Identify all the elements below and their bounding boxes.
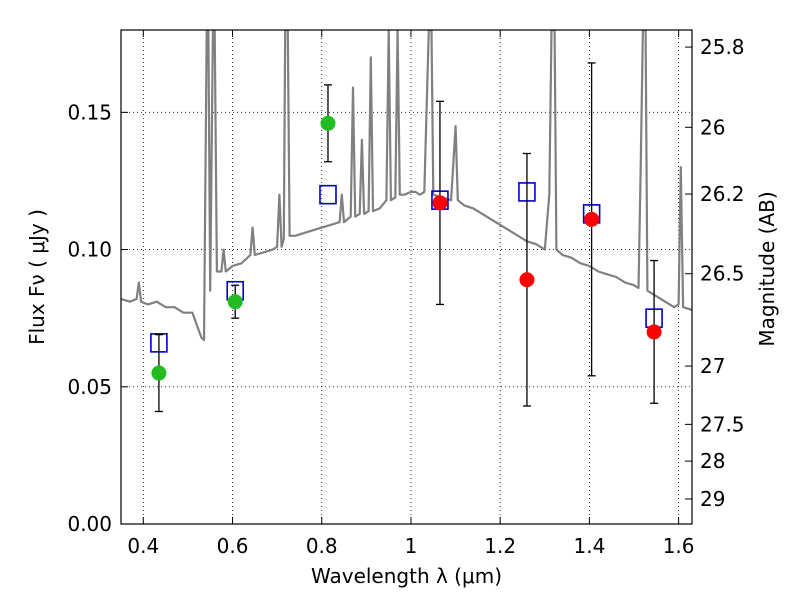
y2-tick-label: 26.2 (700, 182, 745, 206)
model-spectrum-line (121, 30, 692, 342)
data-point (227, 294, 243, 310)
y2-tick-label: 27.5 (700, 412, 745, 436)
y-tick-label: 0.15 (67, 100, 112, 124)
y-tick-label: 0.05 (67, 375, 112, 399)
y2-tick-label: 29 (700, 487, 725, 511)
data-point (646, 324, 662, 340)
y-tick-label: 0.10 (67, 238, 112, 262)
model-flux-square (319, 184, 337, 205)
plot-frame (120, 29, 693, 525)
y2-tick-label: 28 (700, 449, 725, 473)
x-tick-label: 0.4 (127, 534, 159, 558)
data-point (320, 115, 336, 131)
x-tick-label: 1.2 (484, 534, 516, 558)
x-tick-label: 0.8 (306, 534, 338, 558)
x-tick-label: 0.6 (217, 534, 249, 558)
y-axis-label: Flux Fν ( μJy ) (25, 209, 49, 345)
plot-content (121, 30, 692, 413)
tick-layer: 0.4 0.6 0.8 1 1.2 1.4 1.6 0.00 0.05 0.10 0.15 25.8 2… (67, 30, 745, 558)
data-point (432, 195, 448, 211)
data-point (584, 211, 600, 227)
y-tick-label: 0.00 (67, 512, 112, 536)
y2-tick-label: 26 (700, 115, 725, 139)
x-tick-label: 1.6 (663, 534, 695, 558)
data-point (151, 365, 167, 381)
x-tick-label: 1.4 (573, 534, 605, 558)
x-tick-label: 1 (405, 534, 418, 558)
y2-tick-label: 25.8 (700, 35, 745, 59)
y2-tick-label: 27 (700, 354, 725, 378)
y2-tick-label: 26.5 (700, 262, 745, 286)
data-point (519, 272, 535, 288)
x-axis-label: Wavelength λ (μm) (311, 564, 502, 588)
y2-axis-label: Magnitude (AB) (755, 191, 779, 346)
